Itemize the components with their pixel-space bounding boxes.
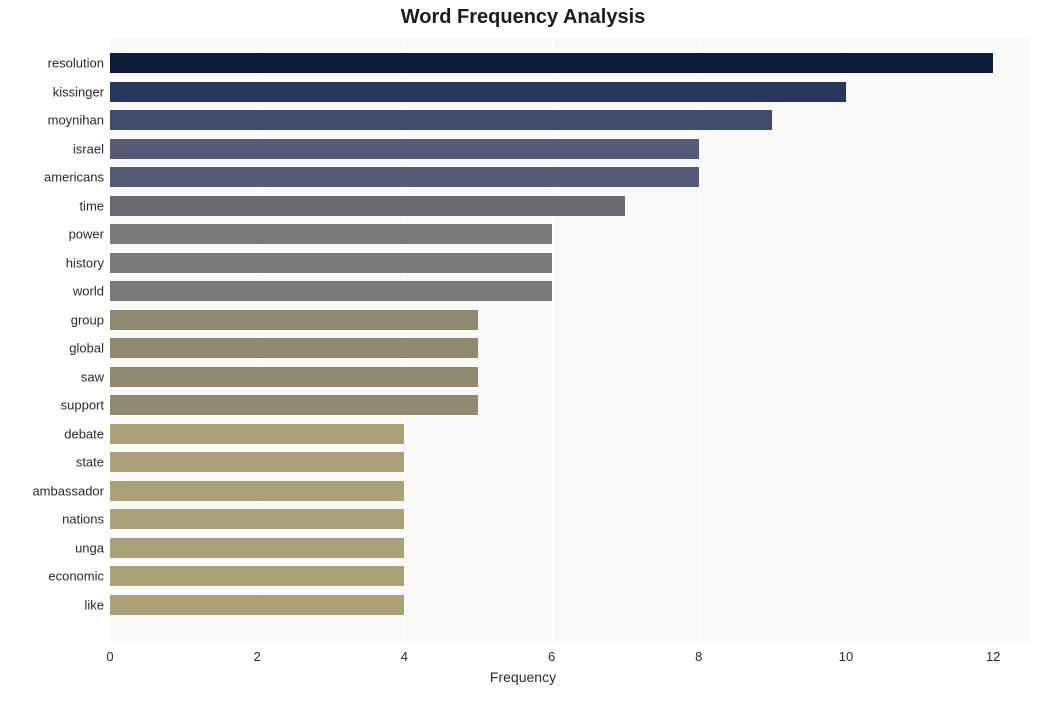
- bar: [110, 253, 552, 273]
- bar: [110, 538, 404, 558]
- plot-area: [110, 38, 1030, 643]
- x-tick-label: 6: [548, 649, 555, 664]
- y-tick-label: global: [69, 341, 104, 356]
- y-tick-label: state: [76, 455, 104, 470]
- word-frequency-chart: Word Frequency Analysis Frequency 0 2 4 6 8 1…: [0, 0, 1046, 701]
- y-tick-label: nations: [62, 512, 104, 527]
- grid-line: [846, 38, 847, 643]
- bar: [110, 139, 699, 159]
- y-tick-label: israel: [73, 141, 104, 156]
- y-tick-label: support: [61, 398, 104, 413]
- bar: [110, 424, 404, 444]
- y-tick-label: resolution: [48, 56, 104, 71]
- y-tick-label: saw: [81, 369, 104, 384]
- y-tick-label: world: [73, 284, 104, 299]
- chart-title: Word Frequency Analysis: [0, 6, 1046, 29]
- y-tick-label: kissinger: [53, 84, 104, 99]
- x-tick-label: 4: [401, 649, 408, 664]
- y-tick-label: like: [84, 597, 104, 612]
- bar: [110, 110, 772, 130]
- x-tick-label: 0: [106, 649, 113, 664]
- grid-line: [993, 38, 994, 643]
- bar: [110, 367, 478, 387]
- y-tick-label: unga: [75, 540, 104, 555]
- y-tick-label: history: [66, 255, 104, 270]
- x-tick-label: 2: [254, 649, 261, 664]
- bar: [110, 167, 699, 187]
- bar: [110, 196, 625, 216]
- bar: [110, 224, 552, 244]
- bar: [110, 481, 404, 501]
- bar: [110, 395, 478, 415]
- y-tick-label: group: [71, 312, 104, 327]
- bar: [110, 281, 552, 301]
- bar: [110, 53, 993, 73]
- bar: [110, 82, 846, 102]
- y-tick-label: ambassador: [32, 483, 104, 498]
- x-tick-label: 8: [695, 649, 702, 664]
- x-tick-label: 10: [839, 649, 853, 664]
- bar: [110, 595, 404, 615]
- y-tick-label: time: [79, 198, 104, 213]
- y-tick-label: economic: [48, 569, 104, 584]
- bar: [110, 310, 478, 330]
- bar: [110, 509, 404, 529]
- x-axis-label: Frequency: [0, 669, 1046, 685]
- x-tick-label: 12: [986, 649, 1000, 664]
- y-tick-label: moynihan: [48, 113, 104, 128]
- y-tick-label: debate: [64, 426, 104, 441]
- bar: [110, 566, 404, 586]
- bar: [110, 452, 404, 472]
- y-tick-label: power: [69, 227, 104, 242]
- bar: [110, 338, 478, 358]
- y-tick-label: americans: [44, 170, 104, 185]
